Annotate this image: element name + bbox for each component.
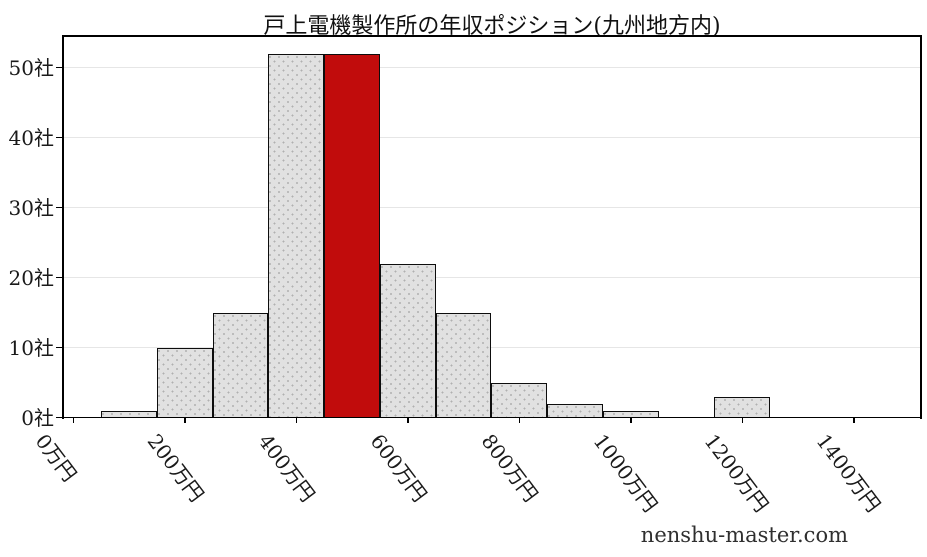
chart-title: 戸上電機製作所の年収ポジション(九州地方内) <box>263 14 721 39</box>
y-tick-label-40: 40社 <box>8 125 54 150</box>
y-tick-mark-40 <box>56 136 62 139</box>
x-tick-mark-1400 <box>853 418 855 423</box>
y-tick-label-30: 30社 <box>8 195 54 220</box>
x-tick-label-1400: 1400万円 <box>811 429 886 517</box>
x-tick-label-400: 400万円 <box>253 429 321 507</box>
spine-top <box>62 35 922 37</box>
y-tick-mark-50 <box>56 66 62 69</box>
histogram-bar-highlighted <box>324 53 380 418</box>
histogram-bar <box>156 347 213 418</box>
gridline-y-50 <box>63 67 921 68</box>
spine-right <box>920 35 922 419</box>
gridline-y-30 <box>63 207 921 208</box>
spine-bottom <box>62 416 922 419</box>
x-tick-label-600: 600万円 <box>365 429 432 507</box>
x-tick-label-0: 0万円 <box>30 429 82 486</box>
x-tick-label-800: 800万円 <box>476 429 544 507</box>
x-tick-mark-0 <box>72 418 75 423</box>
watermark-text: nenshu-master.com <box>640 523 848 547</box>
histogram-bar <box>212 312 269 418</box>
y-tick-label-10: 10社 <box>8 335 54 360</box>
y-tick-mark-10 <box>56 346 62 349</box>
histogram-bar <box>714 396 771 418</box>
x-tick-mark-1200 <box>741 418 744 423</box>
x-tick-label-200: 200万円 <box>142 429 209 507</box>
histogram-bar <box>547 403 603 418</box>
y-tick-mark-20 <box>56 276 62 279</box>
y-tick-label-20: 20社 <box>8 265 54 290</box>
histogram-bar <box>491 382 548 418</box>
spine-left <box>62 35 64 419</box>
histogram-bar <box>268 53 325 418</box>
x-tick-label-1000: 1000万円 <box>588 429 663 517</box>
gridline-y-20 <box>63 277 921 278</box>
y-tick-label-0: 0社 <box>21 405 54 430</box>
y-tick-mark-0 <box>56 416 62 419</box>
histogram-bar <box>379 263 436 418</box>
y-tick-label-50: 50社 <box>8 55 54 80</box>
y-tick-mark-30 <box>56 206 62 209</box>
x-tick-mark-1000 <box>630 418 632 423</box>
histogram-bar <box>435 312 492 418</box>
x-tick-mark-400 <box>295 418 298 423</box>
gridline-y-10 <box>63 347 921 348</box>
x-tick-mark-600 <box>407 418 409 423</box>
x-tick-mark-800 <box>518 418 521 423</box>
x-tick-mark-200 <box>184 418 186 423</box>
gridline-y-40 <box>63 137 921 138</box>
x-tick-label-1200: 1200万円 <box>699 429 774 517</box>
